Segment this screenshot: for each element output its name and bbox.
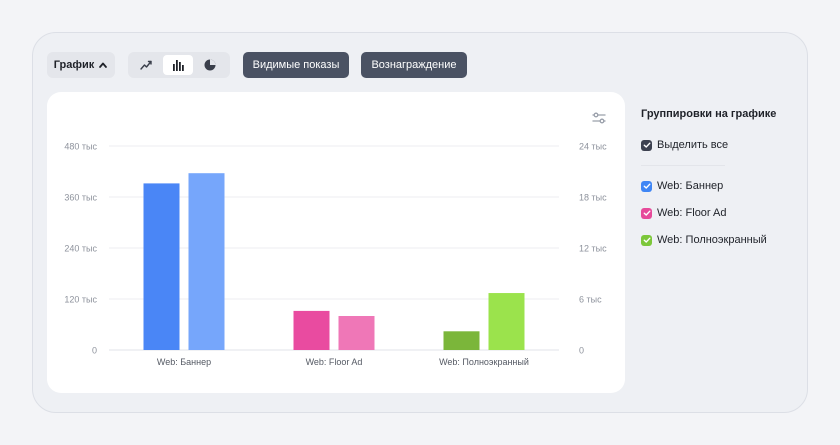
chart-toggle-label: График [53,59,95,71]
grouping-title: Группировки на графике [641,108,777,120]
chart-panel [47,92,625,393]
group-item-floor-ad[interactable]: Web: Floor Ad [641,206,791,220]
y-right-tick-label: 24 тыс [579,142,607,152]
checkbox-checked-icon [641,234,652,246]
x-tick-label: Web: Floor Ad [306,357,363,367]
chart-toolbar: График [47,52,115,78]
bar-chart-icon [173,60,184,71]
bar [293,310,330,350]
grouping-sidebar: Группировки на графике Выделить все Web:… [641,108,791,247]
chart-type-pie[interactable] [195,55,225,75]
checkbox-checked-icon [641,207,652,219]
y-left-tick-label: 360 тыс [64,193,97,203]
pie-chart-icon [204,59,216,71]
chevron-up-icon [99,62,108,68]
trend-line-icon [140,60,152,70]
metric-reward-button[interactable]: Вознаграждение [361,52,467,78]
group-item-label: Web: Полноэкранный [657,234,767,246]
bar [443,331,480,350]
select-all-label: Выделить все [657,139,729,151]
y-right-tick-label: 12 тыс [579,244,607,254]
y-left-tick-label: 480 тыс [64,142,97,152]
checkbox-checked-icon [641,180,652,192]
group-item-banner[interactable]: Web: Баннер [641,179,791,193]
bar [338,316,375,350]
y-right-tick-label: 0 [579,346,584,356]
bar-chart: 0 120 тыс 240 тыс 360 тыс 480 тыс 0 6 тыс 12 ты… [64,142,607,368]
chart-type-bar[interactable] [163,55,193,75]
y-right-tick-label: 6 тыс [579,295,602,305]
bar [143,183,180,350]
y-right-tick-label: 18 тыс [579,193,607,203]
y-left-tick-label: 240 тыс [64,244,97,254]
chart-toggle-button[interactable]: График [47,52,115,78]
metric-visible-impressions-button[interactable]: Видимые показы [243,52,349,78]
chart-type-switcher [128,52,230,78]
sidebar-divider [641,165,725,166]
chart-type-line[interactable] [131,55,161,75]
group-item-label: Web: Floor Ad [657,207,727,219]
select-all-checkbox[interactable]: Выделить все [641,138,791,152]
chart-settings-icon[interactable] [591,110,607,126]
y-left-tick-label: 120 тыс [64,295,97,305]
x-tick-label: Web: Полноэкранный [439,357,529,367]
bar [188,173,225,350]
y-left-tick-label: 0 [92,346,97,356]
group-item-label: Web: Баннер [657,180,724,192]
group-item-fullscreen[interactable]: Web: Полноэкранный [641,233,791,247]
bar [488,293,525,350]
x-tick-label: Web: Баннер [157,357,211,367]
checkbox-checked-icon [641,139,652,151]
